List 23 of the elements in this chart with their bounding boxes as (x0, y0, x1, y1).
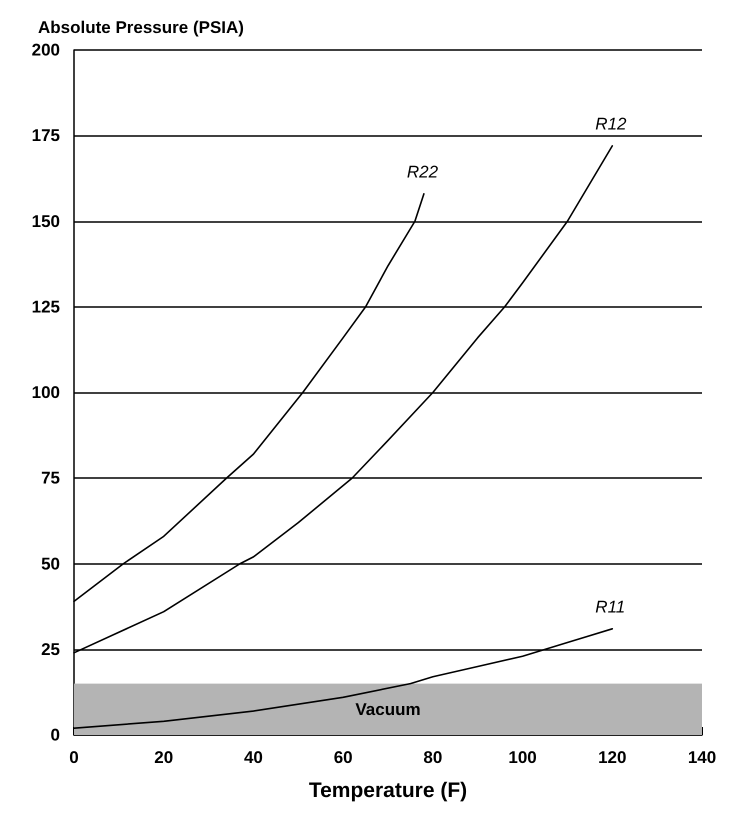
y-tick-label: 50 (41, 554, 60, 574)
y-tick-label: 0 (50, 726, 60, 744)
series-label: R12 (595, 114, 628, 134)
x-tick-label: 80 (423, 748, 442, 767)
series-label: R11 (595, 597, 626, 616)
x-tick-label: 120 (598, 748, 626, 767)
x-axis-title: Temperature (F) (308, 779, 468, 802)
y-tick-label: 175 (32, 126, 60, 146)
y-tick-label: 125 (32, 297, 60, 316)
x-tick-label: 0 (69, 748, 79, 767)
y-tick-label: 25 (41, 640, 60, 659)
x-tick-label: 20 (154, 748, 174, 767)
x-tick-label: 40 (244, 748, 263, 767)
band-label: Vacuum (355, 700, 421, 719)
x-tick-label: 140 (688, 748, 716, 767)
y-tick-label: 75 (41, 468, 60, 488)
y-axis-title: Absolute Pressure (PSIA) (38, 18, 244, 37)
y-tick-label: 200 (32, 40, 60, 60)
y-tick-label: 150 (32, 212, 60, 231)
x-tick-label: 100 (508, 748, 537, 767)
series-label: R22 (406, 162, 439, 182)
x-tick-label: 60 (334, 748, 353, 767)
y-tick-label: 100 (32, 383, 60, 402)
